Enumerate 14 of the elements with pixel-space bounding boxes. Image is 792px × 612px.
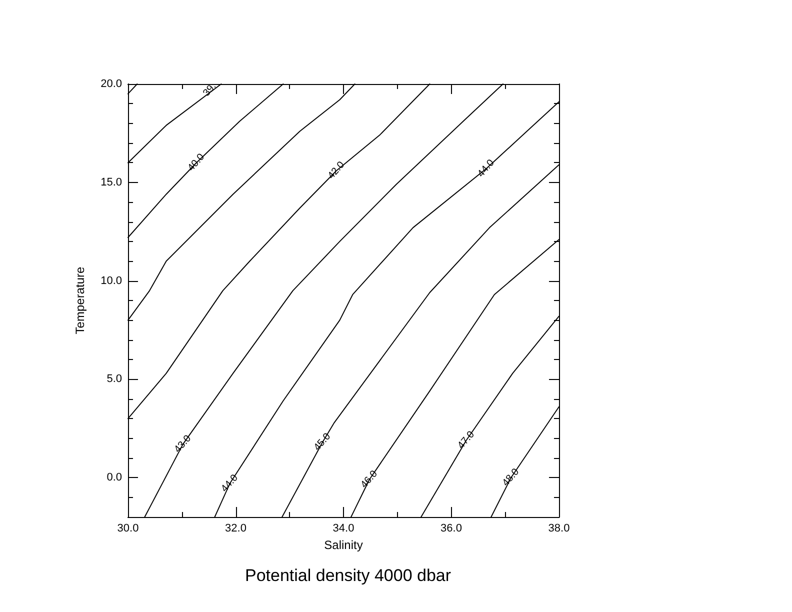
x-tick-label: 34.0 — [332, 522, 354, 534]
x-tick-label: 32.0 — [225, 522, 246, 534]
text: Potential density 4000 dbar — [244, 566, 452, 585]
x-tick-label: 36.0 — [440, 522, 462, 534]
y-tick-label: 20.0 — [100, 78, 122, 90]
y-tick-label: 5.0 — [106, 373, 122, 386]
y-tick-label: 15.0 — [100, 176, 122, 188]
y-tick-label: 0.0 — [106, 472, 122, 484]
x-axis-title: Salinity — [324, 538, 363, 552]
x-tick-label: 38.0 — [548, 522, 570, 534]
y-axis-title: Temperature — [73, 266, 87, 334]
x-tick-label: 30.0 — [117, 522, 139, 534]
annotation: 43.0 — [172, 432, 194, 456]
y-tick-label: 10.0 — [100, 274, 122, 287]
